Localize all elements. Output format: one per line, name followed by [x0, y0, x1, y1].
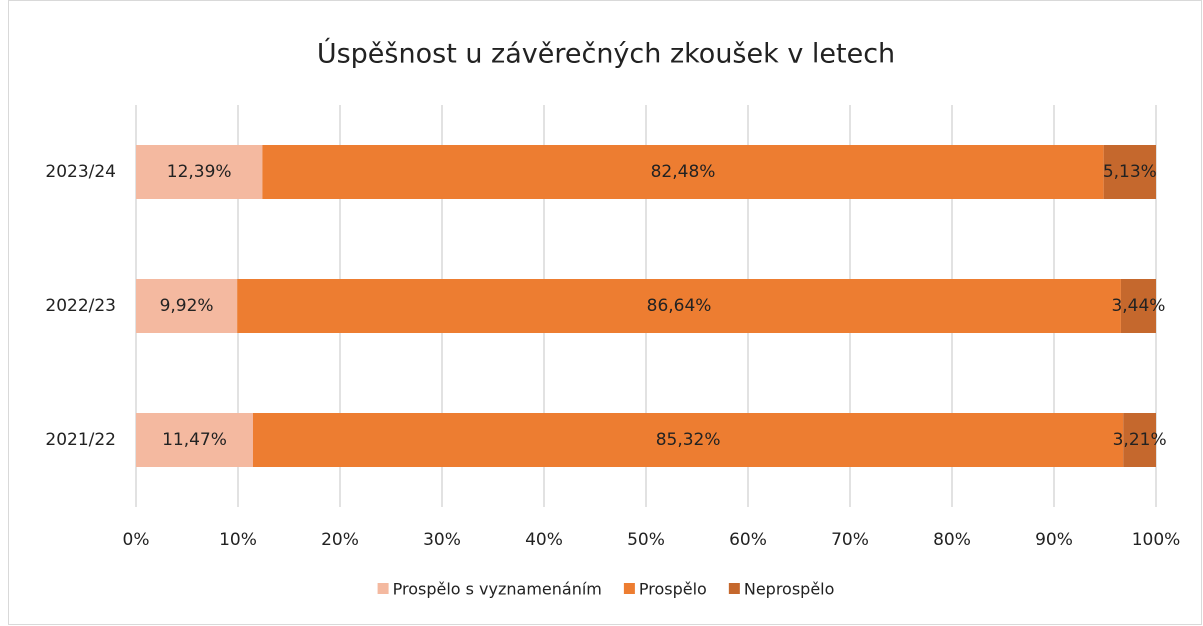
data-label: 82,48%: [651, 162, 716, 182]
legend-label: Prospělo: [639, 580, 707, 599]
data-label: 5,13%: [1103, 162, 1157, 182]
bar-segment: [136, 145, 263, 199]
bar-segment: [136, 413, 253, 467]
x-tick-label: 80%: [933, 530, 971, 550]
x-tick-label: 20%: [321, 530, 359, 550]
bar-segment: [252, 413, 1124, 467]
x-tick-label: 70%: [831, 530, 869, 550]
y-tick-label: 2023/24: [45, 162, 116, 182]
legend-label: Neprospělo: [744, 580, 835, 599]
data-label: 85,32%: [656, 430, 721, 450]
bar-segment: [1123, 413, 1156, 467]
x-tick-label: 10%: [219, 530, 257, 550]
x-tick-label: 40%: [525, 530, 563, 550]
legend-label: Prospělo s vyznamenáním: [393, 580, 602, 599]
data-label: 3,44%: [1111, 296, 1165, 316]
legend-swatch: [728, 583, 740, 594]
data-label: 12,39%: [167, 162, 232, 182]
legend-swatch: [623, 583, 635, 594]
x-tick-label: 50%: [627, 530, 665, 550]
bar-segment: [1120, 279, 1156, 333]
x-tick-label: 0%: [123, 530, 150, 550]
x-tick-label: 100%: [1132, 530, 1181, 550]
data-label: 3,21%: [1113, 430, 1167, 450]
y-tick-label: 2021/22: [45, 430, 116, 450]
x-tick-label: 60%: [729, 530, 767, 550]
bar-segment: [237, 279, 1121, 333]
data-label: 86,64%: [647, 296, 712, 316]
bar-segment: [1103, 145, 1156, 199]
bar-segment: [262, 145, 1104, 199]
y-tick-label: 2022/23: [45, 296, 116, 316]
legend-swatch: [377, 583, 389, 594]
data-label: 11,47%: [162, 430, 227, 450]
chart-title: Úspěšnost u závěrečných zkoušek v letech: [317, 38, 895, 70]
data-label: 9,92%: [160, 296, 214, 316]
x-tick-label: 90%: [1035, 530, 1073, 550]
x-tick-label: 30%: [423, 530, 461, 550]
bar-segment: [136, 279, 238, 333]
